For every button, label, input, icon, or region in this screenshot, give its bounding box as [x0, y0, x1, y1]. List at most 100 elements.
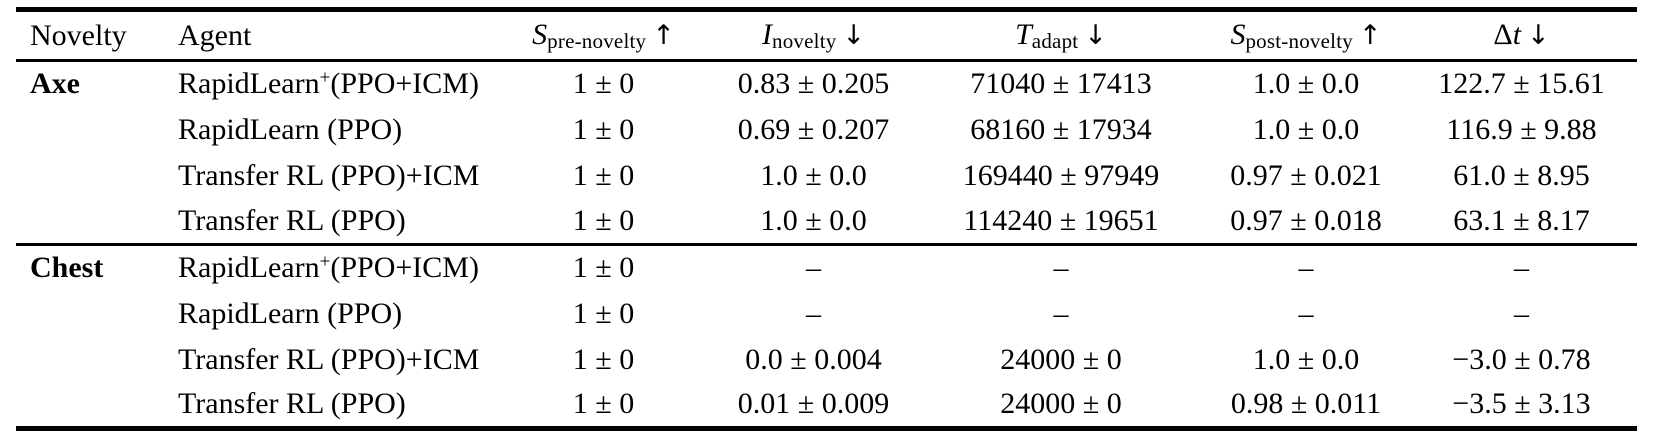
math-symbol: S [532, 17, 548, 51]
column-header-t-adapt: Tadapt ↓ [916, 10, 1206, 61]
table-header: Novelty Agent Spre-novelty ↑ Inovelty ↓ Ta… [16, 10, 1637, 61]
s-post-cell: 1.0 ± 0.0 [1252, 112, 1360, 146]
arrow-down-icon: ↓ [1084, 19, 1107, 51]
s-pre-cell: 1 ± 0 [572, 67, 635, 101]
s-post-cell: 0.97 ± 0.021 [1230, 158, 1382, 192]
i-novelty-cell: 0.83 ± 0.205 [737, 67, 890, 101]
math-subscript: novelty [771, 28, 837, 53]
i-novelty-cell: 1.0 ± 0.0 [760, 158, 867, 192]
arrow-up-icon: ↑ [1358, 19, 1382, 51]
agent-cell: RapidLearn (PPO) [166, 291, 496, 337]
math-symbol: T [1015, 17, 1032, 51]
math-subscript: post-novelty [1245, 28, 1353, 53]
i-novelty-cell: 0.69 ± 0.207 [737, 112, 890, 146]
agent-cell: Transfer RL (PPO)+ICM [166, 153, 496, 199]
agent-name: Transfer RL (PPO) [178, 387, 406, 421]
t-adapt-cell: – [1053, 296, 1069, 330]
table-row: RapidLearn (PPO) 1 ± 0 0.69 ± 0.207 6816… [16, 107, 1637, 153]
agent-name: RapidLearn [178, 251, 320, 285]
delta-t-cell: – [1514, 251, 1529, 285]
i-novelty-cell: 1.0 ± 0.0 [760, 203, 867, 237]
math-subscript: pre-novelty [547, 28, 647, 53]
agent-name: RapidLearn [178, 67, 320, 101]
agent-name: Transfer RL (PPO)+ICM [178, 158, 480, 192]
s-pre-cell: 1 ± 0 [572, 158, 635, 192]
s-pre-cell: 1 ± 0 [572, 296, 635, 330]
group-axe: Axe RapidLearn+(PPO+ICM) 1 ± 0 0.83 ± 0.… [16, 61, 1637, 245]
agent-name-rest: (PPO+ICM) [330, 67, 479, 101]
superscript-plus: + [319, 251, 331, 273]
agent-cell: RapidLearn (PPO) [166, 107, 496, 153]
s-post-cell: 1.0 ± 0.0 [1252, 342, 1360, 376]
agent-cell: Transfer RL (PPO)+ICM [166, 337, 496, 383]
t-adapt-cell: 114240 ± 19651 [963, 203, 1159, 237]
novelty-cell: Chest [30, 251, 104, 285]
t-adapt-cell: – [1053, 251, 1069, 285]
math-subscript: adapt [1031, 28, 1079, 53]
s-pre-cell: 1 ± 0 [572, 342, 635, 376]
i-novelty-cell: 0.0 ± 0.004 [745, 342, 882, 376]
table-row: Axe RapidLearn+(PPO+ICM) 1 ± 0 0.83 ± 0.… [16, 61, 1637, 107]
agent-cell: RapidLearn+(PPO+ICM) [166, 61, 496, 107]
math-symbol: S [1230, 17, 1246, 51]
column-header-novelty: Novelty [30, 18, 127, 52]
s-pre-cell: 1 ± 0 [572, 112, 635, 146]
table-row: Transfer RL (PPO)+ICM 1 ± 0 1.0 ± 0.0 16… [16, 153, 1637, 199]
s-post-cell: 0.98 ± 0.011 [1230, 387, 1382, 421]
table-row: Transfer RL (PPO) 1 ± 0 1.0 ± 0.0 114240… [16, 199, 1637, 245]
arrow-down-icon: ↓ [1526, 19, 1550, 51]
column-header-i-novelty: Inovelty ↓ [711, 10, 916, 61]
novelty-cell [16, 153, 166, 199]
agent-name-rest: (PPO+ICM) [330, 251, 479, 285]
delta-t-cell: 61.0 ± 8.95 [1453, 158, 1590, 192]
table-row: Chest RapidLearn+(PPO+ICM) 1 ± 0 – – – – [16, 245, 1637, 291]
i-novelty-cell: – [806, 251, 821, 285]
t-adapt-cell: 24000 ± 0 [1000, 387, 1122, 421]
agent-cell: Transfer RL (PPO) [166, 383, 496, 429]
table-row: Transfer RL (PPO)+ICM 1 ± 0 0.0 ± 0.004 … [16, 337, 1637, 383]
math-symbol: t [1512, 17, 1522, 51]
s-post-cell: 0.97 ± 0.018 [1230, 203, 1382, 237]
s-post-cell: – [1298, 296, 1314, 330]
i-novelty-cell: – [806, 296, 821, 330]
agent-cell: RapidLearn+(PPO+ICM) [166, 245, 496, 291]
t-adapt-cell: 24000 ± 0 [1000, 342, 1122, 376]
delta-t-cell: 63.1 ± 8.17 [1453, 203, 1590, 237]
group-chest: Chest RapidLearn+(PPO+ICM) 1 ± 0 – – – –… [16, 244, 1637, 429]
t-adapt-cell: 68160 ± 17934 [970, 112, 1152, 146]
delta-t-cell: 116.9 ± 9.88 [1446, 112, 1597, 146]
results-table: Novelty Agent Spre-novelty ↑ Inovelty ↓ Ta… [16, 7, 1637, 431]
novelty-cell [16, 337, 166, 383]
agent-name: RapidLearn (PPO) [178, 112, 403, 146]
math-symbol: I [761, 17, 772, 51]
agent-name: Transfer RL (PPO) [178, 203, 406, 237]
delta-t-cell: 122.7 ± 15.61 [1438, 67, 1605, 101]
s-pre-cell: 1 ± 0 [572, 203, 635, 237]
table-row: Transfer RL (PPO) 1 ± 0 0.01 ± 0.009 240… [16, 383, 1637, 429]
column-header-agent: Agent [178, 18, 252, 52]
column-header-delta-t: Δt ↓ [1406, 10, 1637, 61]
delta-t-cell: −3.0 ± 0.78 [1452, 342, 1591, 376]
table-row: RapidLearn (PPO) 1 ± 0 – – – – [16, 291, 1637, 337]
novelty-cell [16, 383, 166, 429]
novelty-cell [16, 107, 166, 153]
t-adapt-cell: 71040 ± 17413 [970, 67, 1152, 101]
agent-name: RapidLearn (PPO) [178, 296, 403, 330]
column-header-s-post-novelty: Spost-novelty ↑ [1206, 10, 1406, 61]
arrow-up-icon: ↑ [652, 19, 675, 51]
novelty-cell: Axe [30, 67, 80, 101]
t-adapt-cell: 169440 ± 97949 [962, 158, 1160, 192]
delta-t-cell: – [1514, 296, 1529, 330]
agent-cell: Transfer RL (PPO) [166, 199, 496, 245]
arrow-down-icon: ↓ [842, 19, 866, 51]
i-novelty-cell: 0.01 ± 0.009 [737, 387, 890, 421]
s-post-cell: 1.0 ± 0.0 [1252, 67, 1360, 101]
novelty-cell [16, 199, 166, 245]
superscript-plus: + [319, 67, 331, 89]
novelty-cell [16, 291, 166, 337]
s-pre-cell: 1 ± 0 [572, 387, 635, 421]
math-prefix: Δ [1493, 17, 1513, 51]
header-row: Novelty Agent Spre-novelty ↑ Inovelty ↓ Ta… [16, 10, 1637, 61]
delta-t-cell: −3.5 ± 3.13 [1452, 387, 1591, 421]
column-header-s-pre-novelty: Spre-novelty ↑ [496, 10, 711, 61]
